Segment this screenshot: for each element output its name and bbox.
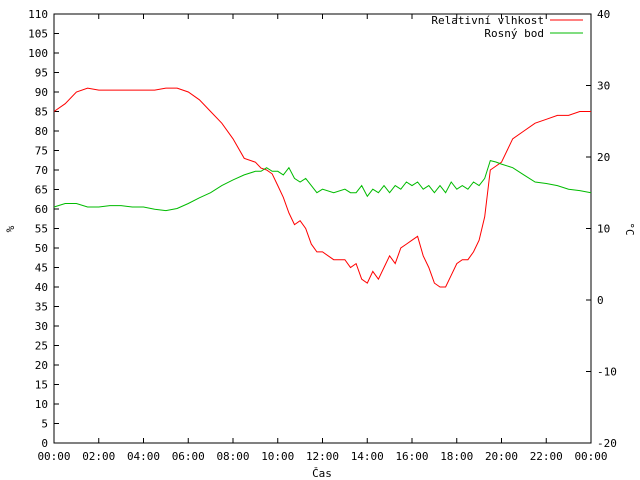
y-tick-label: 40 bbox=[35, 281, 48, 294]
x-tick-label: 08:00 bbox=[216, 450, 249, 463]
y2-tick-label: 30 bbox=[597, 80, 610, 93]
series-lines bbox=[53, 87, 592, 288]
x-axis-label: Čas bbox=[312, 467, 332, 480]
legend: Relativní vlhkost Rosný bod bbox=[431, 14, 583, 40]
y-tick-label: 15 bbox=[35, 379, 48, 392]
y-tick-label: 90 bbox=[35, 86, 48, 99]
y-tick-label: 100 bbox=[28, 47, 48, 60]
y-tick-label: 55 bbox=[35, 223, 48, 236]
x-tick-label: 18:00 bbox=[440, 450, 473, 463]
x-tick-label: 00:00 bbox=[574, 450, 607, 463]
y2-tick-label: 10 bbox=[597, 223, 610, 236]
y2-tick-labels: -20 -10 0 10 20 30 40 bbox=[597, 8, 617, 450]
y-tick-label: 95 bbox=[35, 67, 48, 80]
series-line-humidity bbox=[53, 87, 591, 288]
y-tick-label: 35 bbox=[35, 301, 48, 314]
x-tick-label: 10:00 bbox=[261, 450, 294, 463]
y-tick-label: 5 bbox=[41, 418, 48, 431]
y-tick-label: 65 bbox=[35, 184, 48, 197]
y2-tick-label: 0 bbox=[597, 294, 604, 307]
y-tick-label: 50 bbox=[35, 242, 48, 255]
y-tick-label: 10 bbox=[35, 398, 48, 411]
x-tick-label: 16:00 bbox=[395, 450, 428, 463]
y-tick-label: 20 bbox=[35, 359, 48, 372]
y-tick-label: 80 bbox=[35, 125, 48, 138]
x-tick-label: 02:00 bbox=[82, 450, 115, 463]
x-tick-label: 12:00 bbox=[306, 450, 339, 463]
x-tick-labels: 00:00 02:00 04:00 06:00 08:00 10:00 12:00 14:00… bbox=[37, 450, 607, 463]
x-tick-label: 04:00 bbox=[127, 450, 160, 463]
y-tick-label: 25 bbox=[35, 340, 48, 353]
y-tick-label: 30 bbox=[35, 320, 48, 333]
x-tick-label: 06:00 bbox=[172, 450, 205, 463]
y-axis-label: % bbox=[4, 225, 17, 232]
plot-frame bbox=[53, 13, 592, 444]
series-line-dewpoint bbox=[53, 160, 592, 212]
y-tick-label: 60 bbox=[35, 203, 48, 216]
y-tick-label: 75 bbox=[35, 145, 48, 158]
y2-tick-label: 40 bbox=[597, 8, 610, 21]
y-tick-label: 110 bbox=[28, 8, 48, 21]
x-tick-label: 14:00 bbox=[351, 450, 384, 463]
x-tick-label: 22:00 bbox=[530, 450, 563, 463]
axis-ticks bbox=[53, 13, 592, 444]
legend-label-dewpoint: Rosný bod bbox=[484, 27, 544, 40]
y2-axis-label: °C bbox=[623, 222, 636, 235]
y-tick-label: 70 bbox=[35, 164, 48, 177]
y2-tick-label: -10 bbox=[597, 366, 617, 379]
y-tick-label: 85 bbox=[35, 106, 48, 119]
x-tick-label: 00:00 bbox=[37, 450, 70, 463]
y-tick-label: 0 bbox=[41, 437, 48, 450]
y-tick-label: 105 bbox=[28, 28, 48, 41]
legend-label-humidity: Relativní vlhkost bbox=[431, 14, 544, 27]
y2-tick-label: -20 bbox=[597, 437, 617, 450]
y-tick-labels: 0 5 10 15 20 25 30 35 40 45 50 55 60 65 70 75 80 85 90 95 10… bbox=[28, 8, 48, 450]
x-tick-label: 20:00 bbox=[485, 450, 518, 463]
y-tick-label: 45 bbox=[35, 262, 48, 275]
y2-tick-label: 20 bbox=[597, 151, 610, 164]
